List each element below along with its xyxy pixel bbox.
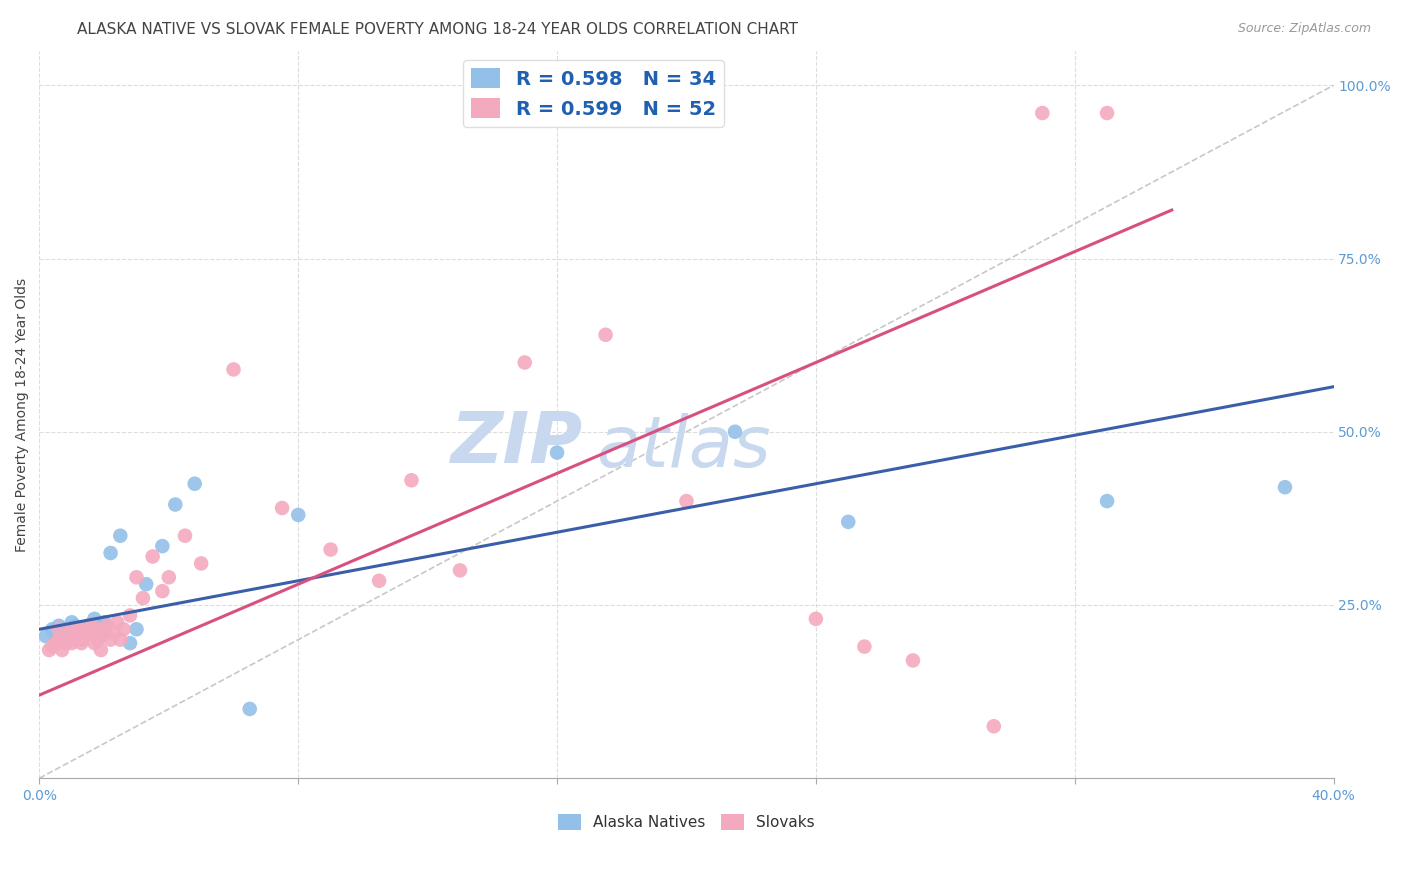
- Point: [401, 473, 423, 487]
- Point: [110, 632, 132, 647]
- Point: [96, 619, 118, 633]
- Point: [100, 632, 122, 647]
- Point: [86, 622, 108, 636]
- Point: [142, 549, 165, 564]
- Point: [110, 529, 132, 543]
- Point: [1031, 106, 1053, 120]
- Point: [63, 619, 86, 633]
- Point: [60, 622, 83, 636]
- Point: [86, 632, 108, 647]
- Point: [73, 622, 96, 636]
- Point: [853, 640, 876, 654]
- Point: [67, 625, 90, 640]
- Point: [165, 498, 187, 512]
- Point: [174, 529, 197, 543]
- Point: [45, 632, 67, 647]
- Point: [135, 577, 157, 591]
- Point: [51, 622, 73, 636]
- Point: [38, 643, 60, 657]
- Point: [983, 719, 1005, 733]
- Point: [80, 625, 103, 640]
- Point: [60, 636, 83, 650]
- Point: [86, 622, 108, 636]
- Point: [513, 355, 536, 369]
- Text: ZIP: ZIP: [451, 409, 583, 478]
- Point: [58, 625, 80, 640]
- Point: [368, 574, 391, 588]
- Point: [1274, 480, 1296, 494]
- Point: [837, 515, 859, 529]
- Point: [53, 636, 76, 650]
- Point: [83, 612, 105, 626]
- Point: [67, 622, 90, 636]
- Point: [118, 636, 141, 650]
- Point: [239, 702, 262, 716]
- Point: [53, 636, 76, 650]
- Point: [183, 476, 205, 491]
- Point: [60, 615, 83, 630]
- Point: [41, 640, 63, 654]
- Point: [125, 622, 148, 636]
- Point: [150, 539, 173, 553]
- Point: [77, 622, 100, 636]
- Point: [100, 546, 122, 560]
- Point: [157, 570, 180, 584]
- Point: [48, 619, 70, 633]
- Point: [45, 636, 67, 650]
- Point: [118, 608, 141, 623]
- Legend: Alaska Natives, Slovaks: Alaska Natives, Slovaks: [553, 808, 821, 836]
- Point: [901, 653, 924, 667]
- Point: [70, 632, 93, 647]
- Point: [112, 622, 135, 636]
- Point: [77, 619, 100, 633]
- Point: [287, 508, 309, 522]
- Point: [48, 622, 70, 636]
- Point: [35, 629, 58, 643]
- Point: [60, 629, 83, 643]
- Point: [222, 362, 245, 376]
- Point: [1095, 106, 1118, 120]
- Point: [125, 570, 148, 584]
- Point: [271, 500, 294, 515]
- Point: [80, 622, 103, 636]
- Point: [70, 622, 93, 636]
- Point: [63, 632, 86, 647]
- Point: [804, 612, 827, 626]
- Point: [48, 632, 70, 647]
- Point: [70, 636, 93, 650]
- Point: [105, 615, 128, 630]
- Text: atlas: atlas: [596, 413, 770, 482]
- Point: [190, 557, 212, 571]
- Point: [595, 327, 617, 342]
- Point: [73, 629, 96, 643]
- Point: [675, 494, 697, 508]
- Point: [1095, 494, 1118, 508]
- Point: [103, 625, 125, 640]
- Point: [319, 542, 342, 557]
- Point: [449, 563, 471, 577]
- Text: Source: ZipAtlas.com: Source: ZipAtlas.com: [1237, 22, 1371, 36]
- Point: [150, 584, 173, 599]
- Point: [724, 425, 747, 439]
- Point: [546, 445, 568, 459]
- Point: [51, 643, 73, 657]
- Point: [93, 615, 115, 630]
- Point: [93, 625, 115, 640]
- Text: ALASKA NATIVE VS SLOVAK FEMALE POVERTY AMONG 18-24 YEAR OLDS CORRELATION CHART: ALASKA NATIVE VS SLOVAK FEMALE POVERTY A…: [77, 22, 799, 37]
- Point: [80, 619, 103, 633]
- Point: [90, 643, 112, 657]
- Point: [83, 636, 105, 650]
- Point: [41, 622, 63, 636]
- Point: [58, 629, 80, 643]
- Point: [132, 591, 155, 605]
- Point: [90, 629, 112, 643]
- Y-axis label: Female Poverty Among 18-24 Year Olds: Female Poverty Among 18-24 Year Olds: [15, 277, 30, 551]
